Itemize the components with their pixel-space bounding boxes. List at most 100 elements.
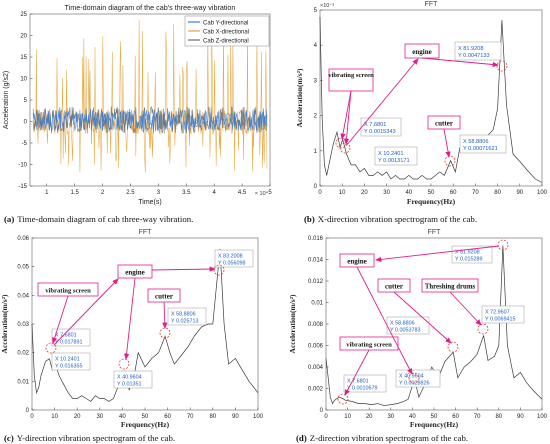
panel-c-datatip-5-x: X 83.2008: [218, 254, 243, 260]
panel-c-xtick-label: 70: [187, 414, 194, 420]
panel-a-xtick-label: 2: [101, 190, 105, 196]
panel-d-label-threshing: Threshing drums: [425, 284, 476, 291]
panel-b-label-cutter: cutter: [435, 120, 453, 128]
panel-a-xticks: 1 1.5 2 2.5 3 3.5 4 4.5 5: [45, 183, 272, 196]
panel-b-caption-letter: (b): [304, 214, 315, 224]
panel-c-datatip-3-x: X 40.9604: [117, 375, 142, 381]
panel-c-datatip-4-x: X 58.8806: [171, 312, 196, 318]
panel-b-ytick-label: 4: [314, 43, 318, 49]
panel-d-arrow-5: [356, 266, 413, 375]
panel-c-caption-letter: (c): [4, 433, 14, 443]
panel-c-xtick-label: 20: [74, 414, 81, 420]
panel-c-ytick-label: 0.06: [17, 236, 29, 242]
panel-c-datatip-1-x: X 7.6801: [55, 333, 77, 339]
panel-a-xlabel: Time(s): [138, 199, 161, 206]
panel-b-datatip-2: [374, 146, 418, 166]
panel-a-xtick-label: 1: [45, 190, 49, 196]
panel-d-marker-4: [477, 323, 489, 335]
panel-c-xtick-label: 90: [232, 414, 239, 420]
panel-b-datatip-3-x: X 58.8806: [463, 139, 489, 145]
panel-b-xlabel: Frequency(Hz): [407, 197, 456, 206]
panel-a-xtick-label: 4.5: [238, 190, 247, 196]
panel-d-marker-5: [497, 239, 509, 251]
panel-d-label-engine: engine: [347, 258, 366, 266]
panel-d-title: FFT: [428, 229, 442, 236]
panel-a-ytick-label: 20: [20, 34, 27, 40]
panel-c-label-engine: engine: [125, 269, 144, 277]
panel-d-xtick-label: 60: [452, 414, 459, 420]
panel-d-ylabel: Acceleration(m/s²): [288, 294, 297, 353]
panel-d-marker-3: [447, 341, 459, 353]
panel-d-datatip-3: [481, 305, 525, 324]
panel-b-arrow-4: [443, 128, 451, 158]
panel-c-ytick-label: 0: [26, 408, 30, 414]
panel-b-xtick-label: 100: [537, 190, 548, 196]
panel-c-datatip-1: [51, 328, 91, 347]
panel-c-xtick-label: 40: [119, 414, 126, 420]
panel-c-ytick-label: 0.04: [17, 293, 29, 299]
panel-b-datatip-3: [459, 134, 507, 154]
panel-b-arrow-5: [345, 58, 419, 147]
panel-b-ylabel: Acceleration(m/s²): [295, 68, 304, 127]
panel-d-datatip-3-y: Y 0.0069415: [485, 317, 515, 323]
panel-c-caption: (c) Y-direction vibration spectrogram of …: [4, 433, 175, 443]
panel-b-title: FFT: [425, 1, 439, 8]
panel-c-xtick-label: 80: [209, 414, 216, 420]
panel-a-xtick-label: 3.5: [182, 190, 191, 196]
panel-c-arrow-1: [52, 295, 69, 344]
panel-d-ytick-label: 0.004: [308, 365, 324, 371]
panel-b-xticks: 0 10 20 30 40 50 60 70 80 90 100: [318, 183, 548, 196]
panel-d-xtick-label: 50: [431, 414, 438, 420]
panel-c-arrow-3: [151, 266, 216, 272]
panel-c-label-cutter: cutter: [155, 293, 173, 301]
panel-c-marker-1: [45, 342, 57, 354]
panel-c-datatip-2-x: X 10.2401: [55, 357, 80, 363]
panel-b-y-exponent: ×10⁻³: [320, 3, 334, 9]
panel-b-xtick-label: 10: [339, 190, 346, 196]
panel-d-caption: (d) Z-direction vibration spectrogram of …: [296, 433, 468, 443]
panel-c-datatip-2: [51, 352, 91, 371]
panel-c-xtick-label: 60: [164, 414, 171, 420]
panel-b-xtick-label: 0: [318, 190, 322, 196]
panel-c-datatips: X 7.6801 Y 0.017891 X 10.2401 Y 0.016355…: [51, 249, 254, 389]
panel-c-xlabel: Frequency(Hz): [121, 420, 170, 429]
panel-d-xtick-label: 100: [537, 414, 548, 420]
panel-b-datatip-1-y: Y 0.0015343: [364, 129, 396, 135]
panel-a: Time-domain diagram of the cab's three-w…: [3, 3, 272, 224]
panel-c-datatip-5: [214, 249, 254, 268]
panel-b-datatips: X 7.6801 Y 0.0015343 X 10.2401 Y 0.00131…: [360, 41, 507, 166]
panel-a-xtick-label: 2.5: [126, 190, 135, 196]
panel-c: FFT 0 10 20 30 40 50 60 70 80 90 100 0 0.01 0.02 0.03…: [0, 229, 264, 443]
panel-a-caption: (a) Time-domain diagram of cab three-way …: [4, 214, 193, 224]
panel-b-ytick-label: 5: [314, 8, 318, 14]
panel-b-caption-text: X-direction vibration spectrogram of the…: [318, 214, 477, 224]
panel-c-datatip-4-y: Y 0.025713: [171, 319, 198, 325]
panel-c-ylabel: Acceleration(m/s²): [0, 294, 9, 353]
panel-c-datatip-1-y: Y 0.017891: [55, 340, 82, 346]
panel-b-ytick-label: 1: [314, 149, 318, 155]
panel-a-caption-letter: (a): [4, 214, 14, 224]
panel-b-datatip-4-x: X 81.9208: [458, 46, 484, 52]
panel-c-title: FFT: [139, 229, 153, 236]
panel-c-datatip-5-y: Y 0.056098: [218, 261, 245, 267]
panel-b-spectrum: [319, 16, 543, 183]
panel-d-ytick-label: 0.016: [308, 236, 324, 242]
panel-d-marker-2: [408, 372, 420, 384]
panel-a-caption-text: Time-domain diagram of cab three-way vib…: [17, 214, 193, 224]
panel-d-marker-1: [337, 393, 349, 405]
panel-d-arrow-2: [393, 291, 452, 344]
panel-c-arrow-4: [162, 301, 168, 329]
panel-b-xtick-label: 70: [472, 190, 479, 196]
panel-a-xtick-label: 3: [157, 190, 161, 196]
panel-a-ytick-label: 25: [20, 12, 27, 18]
series-cab-y: [32, 109, 268, 132]
panel-a-xtick-label: 5: [268, 190, 272, 196]
panel-d-ytick-label: 0.012: [308, 279, 324, 285]
panel-b-xtick-label: 60: [450, 190, 457, 196]
panel-d-datatip-4-y: Y 0.0010679: [347, 386, 377, 392]
panel-d-yticks: 0 0.002 0.004 0.006 0.008 0.01 0.012 0.014 0.016: [308, 236, 329, 414]
panel-a-ytick-label: 5: [24, 98, 28, 104]
panel-b-xtick-label: 20: [361, 190, 368, 196]
panel-d-datatip-4-x: X 7.6801: [347, 379, 369, 385]
panel-c-ytick-label: 0.05: [17, 265, 29, 271]
